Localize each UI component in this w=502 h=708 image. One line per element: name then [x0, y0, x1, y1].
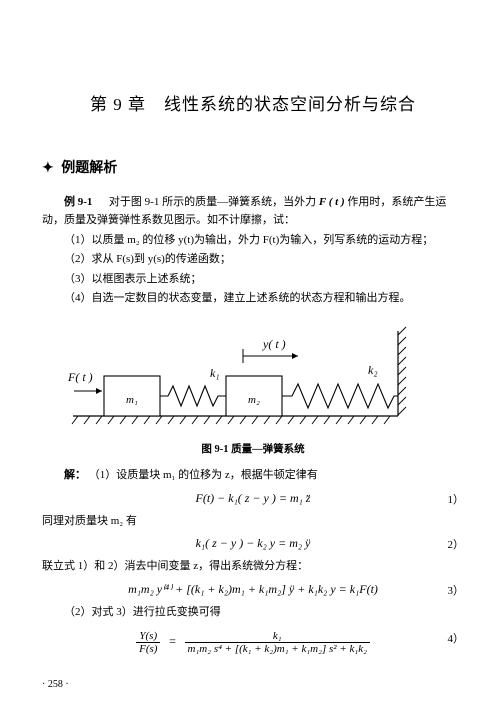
solution-step1a: 解： （1）设质量块 m₁ 的位移为 z，根据牛顿定律有 [42, 466, 464, 485]
eq1-no: 1） [448, 491, 465, 507]
equation-4: Y(s) F(s) = k₁ m₁m₂ s⁴ + [(k₁ + k₂)m₁ + … [42, 630, 464, 655]
eq2-no: 2） [448, 536, 465, 552]
page-number: · 258 · [42, 679, 69, 690]
eq4-rhs-num: k₁ [185, 630, 370, 643]
eq4-rhs: k₁ m₁m₂ s⁴ + [(k₁ + k₂)m₁ + k₁m₂] s² + k… [185, 630, 370, 655]
solution-step2a: （2）对式 3）进行拉氏变换可得 [42, 603, 464, 622]
intro-Ft: F ( t ) [319, 196, 345, 208]
eq1-body: F(t) − k₁( z − y ) = m₁ z̈ [196, 491, 311, 505]
svg-text:k₁: k₁ [210, 366, 220, 380]
svg-text:m₂: m₂ [248, 394, 260, 406]
list-item: （2）求从 F(s)到 y(s)的传递函数； [42, 250, 464, 268]
equation-2: k₁( z − y ) − k₂ y = m₂ ÿ 2） [42, 536, 464, 551]
eq4-lhs-num: Y(s) [136, 630, 160, 643]
intro-text-a: 对于图 9-1 所示的质量—弹簧系统，当外力 [109, 196, 319, 208]
solution-step1a-text: （1）设质量块 m₁ 的位移为 z，根据牛顿定律有 [89, 469, 318, 481]
example-intro: 例 9-1 对于图 9-1 所示的质量—弹簧系统，当外力 F ( t ) 作用时… [42, 193, 464, 229]
chapter-title: 第 9 章 线性系统的状态空间分析与综合 [42, 90, 464, 115]
equation-1: F(t) − k₁( z − y ) = m₁ z̈ 1） [42, 491, 464, 506]
eq3-body: m₁m₂ y⁽⁴⁾ + [(k₁ + k₂)m₁ + k₁m₂] ÿ + k₁k… [128, 582, 378, 596]
svg-text:k₂: k₂ [368, 363, 378, 377]
list-item: （4）自选一定数目的状态变量，建立上述系统的状态方程和输出方程。 [42, 289, 464, 307]
figure-caption: 图 9-1 质量—弹簧系统 [42, 441, 464, 456]
eq4-rhs-den: m₁m₂ s⁴ + [(k₁ + k₂)m₁ + k₁m₂] s² + k₁k₂ [185, 643, 370, 655]
figure-F-label: F( t ) [68, 370, 93, 384]
eq2-body: k₁( z − y ) − k₂ y = m₂ ÿ [196, 536, 311, 550]
eq4-lhs: Y(s) F(s) [136, 630, 160, 655]
solution-label: 解： [64, 469, 86, 481]
eq3-no: 3） [448, 582, 465, 598]
list-item: （1）以质量 m₂ 的位移 y(t)为输出，外力 F(t)为输入，列写系统的运动… [42, 231, 464, 249]
eq4-lhs-den: F(s) [136, 643, 160, 655]
section-header: ✦ 例题解析 [42, 157, 464, 177]
figure-diagram: F( t ) m₁ k₁ m₂ k₂ y( t ) [42, 321, 464, 433]
list-item: （3）以框图表示上述系统； [42, 270, 464, 288]
solution-step1b: 同理对质量块 m₂ 有 [42, 512, 464, 531]
svg-text:m₁: m₁ [126, 394, 138, 406]
svg-text:y( t ): y( t ) [262, 337, 286, 351]
section-title: 例题解析 [61, 161, 117, 176]
solution-step1c: 联立式 1）和 2）消去中间变量 z，得出系统微分方程： [42, 557, 464, 576]
equation-3: m₁m₂ y⁽⁴⁾ + [(k₁ + k₂)m₁ + k₁m₂] ÿ + k₁k… [42, 582, 464, 597]
eq4-no: 4） [448, 630, 465, 646]
example-label: 例 9-1 [64, 196, 92, 208]
section-arrow: ✦ [42, 161, 54, 176]
